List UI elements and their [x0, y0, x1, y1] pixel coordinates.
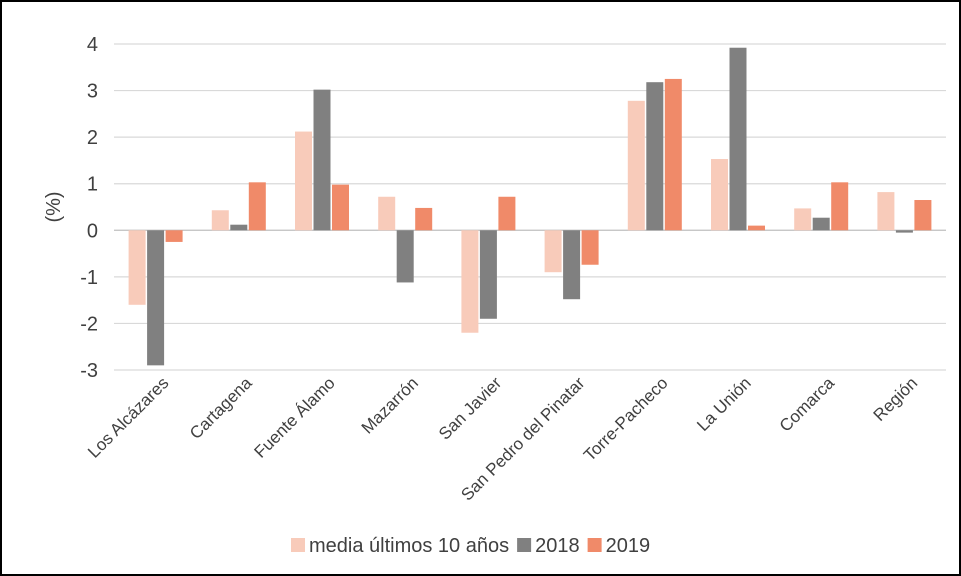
bar-2019-3 [415, 207, 433, 231]
bar-media-últimos-10-años-4 [461, 230, 479, 333]
y-tick-label: 3 [87, 81, 98, 103]
bar-2018-9 [895, 230, 913, 233]
bar-media-últimos-10-años-9 [877, 192, 895, 231]
bar-media-últimos-10-años-8 [794, 208, 812, 231]
bar-2019-9 [914, 200, 932, 231]
bar-media-últimos-10-años-2 [295, 131, 312, 231]
bar-2018-0 [147, 230, 165, 366]
y-axis-label: (%) [43, 191, 65, 222]
bar-media-últimos-10-años-1 [211, 210, 229, 231]
bar-2018-5 [563, 230, 581, 300]
category-label: Fuente Álamo [251, 373, 339, 461]
grid-lines [114, 43, 946, 371]
bar-media-últimos-10-años-5 [544, 230, 562, 273]
bar-2019-2 [332, 184, 349, 231]
legend-swatch [587, 538, 602, 552]
bar-2018-4 [479, 230, 497, 319]
category-label: Torre-Pacheco [580, 373, 672, 465]
bar-2019-0 [165, 230, 183, 242]
y-tick-label: -3 [80, 360, 98, 382]
y-tick-labels: 4 3 2 1 0 -1 -2 -3 [80, 34, 98, 382]
category-label: Cartagena [186, 373, 256, 443]
bar-2019-7 [748, 225, 765, 231]
bar-media-últimos-10-años-7 [711, 159, 728, 231]
legend-swatch [517, 538, 532, 552]
category-label: Comarca [776, 373, 839, 436]
bar-2018-8 [812, 217, 830, 231]
category-label: Mazarrón [358, 373, 422, 437]
y-tick-label: 0 [87, 220, 98, 242]
category-label: Los Alcázares [84, 373, 172, 461]
legend-label: 2019 [606, 535, 651, 557]
bar-2019-1 [248, 182, 266, 231]
bars [128, 47, 932, 366]
bar-media-últimos-10-años-3 [378, 196, 396, 231]
bar-media-últimos-10-años-6 [627, 100, 645, 231]
bar-media-últimos-10-años-0 [128, 230, 146, 305]
bar-2019-6 [664, 78, 682, 231]
category-label: La Unión [693, 373, 755, 435]
y-tick-label: -1 [80, 267, 98, 289]
bar-2019-4 [498, 196, 516, 231]
legend: media últimos 10 años 2018 2019 [291, 535, 650, 557]
legend-label: media últimos 10 años [309, 535, 509, 557]
bar-2019-5 [581, 230, 599, 265]
y-tick-label: -2 [80, 313, 98, 335]
category-label: Región [870, 373, 922, 425]
y-tick-label: 2 [87, 127, 98, 149]
bar-2018-1 [230, 224, 248, 231]
bar-2018-2 [313, 89, 331, 231]
legend-swatch [291, 538, 305, 552]
y-tick-label: 4 [87, 34, 98, 56]
bar-2018-7 [729, 47, 747, 231]
category-label: San Javier [435, 373, 505, 443]
bar-2018-6 [646, 82, 664, 231]
y-tick-label: 1 [87, 174, 98, 196]
legend-label: 2018 [535, 535, 580, 557]
bar-2018-3 [396, 230, 414, 283]
bar-2019-8 [831, 182, 849, 231]
